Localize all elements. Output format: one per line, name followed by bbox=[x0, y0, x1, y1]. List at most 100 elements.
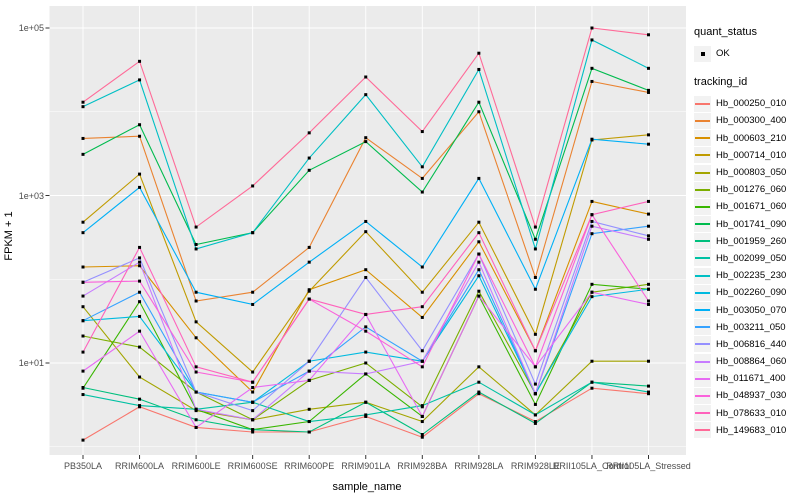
data-point bbox=[138, 397, 142, 401]
legend-entry-Hb_001741_090: Hb_001741_090 bbox=[694, 216, 800, 233]
data-point bbox=[420, 414, 424, 418]
data-point bbox=[307, 407, 311, 411]
data-point bbox=[194, 365, 198, 369]
data-point bbox=[647, 90, 650, 94]
data-point bbox=[81, 136, 85, 140]
data-point bbox=[533, 421, 537, 425]
data-point bbox=[194, 290, 198, 294]
data-point bbox=[647, 287, 650, 291]
data-point bbox=[138, 264, 142, 268]
series-color-key-icon bbox=[694, 319, 711, 336]
legend-entry-Hb_002099_050: Hb_002099_050 bbox=[694, 250, 800, 267]
data-point bbox=[251, 380, 255, 384]
data-point bbox=[81, 280, 85, 284]
series-color-key-icon bbox=[694, 250, 711, 267]
data-point bbox=[81, 231, 85, 235]
tracking-id-legend-title: tracking_id bbox=[694, 76, 748, 89]
series-color-key-icon bbox=[694, 164, 711, 181]
series-color-key-icon bbox=[694, 387, 711, 404]
legend-entry-label: Hb_000803_050 bbox=[716, 167, 787, 179]
data-point bbox=[307, 260, 311, 264]
data-point bbox=[364, 230, 368, 234]
series-color-key-icon bbox=[694, 95, 711, 112]
data-point bbox=[81, 105, 85, 109]
data-point bbox=[647, 237, 650, 241]
data-point bbox=[251, 409, 255, 413]
quant-status-legend-title: quant_status bbox=[694, 26, 757, 38]
data-point bbox=[590, 38, 594, 42]
data-point bbox=[647, 282, 650, 286]
legend-entry-label: Hb_002099_050 bbox=[716, 252, 787, 264]
data-point bbox=[533, 413, 537, 417]
data-point bbox=[194, 407, 198, 411]
data-point bbox=[420, 130, 424, 134]
data-point bbox=[590, 224, 594, 228]
legend-entry-label: Hb_006816_440 bbox=[716, 338, 787, 350]
series-line-icon bbox=[695, 309, 710, 312]
data-point bbox=[477, 220, 481, 224]
data-point bbox=[194, 336, 198, 340]
data-point bbox=[194, 370, 198, 374]
data-point bbox=[138, 256, 142, 260]
data-point bbox=[81, 220, 85, 224]
legend-entry-Hb_000714_010: Hb_000714_010 bbox=[694, 147, 800, 164]
x-tick-label: RRIM600SE bbox=[227, 461, 278, 471]
legend-entry-label: Hb_000603_210 bbox=[716, 132, 787, 144]
black-square-point-icon bbox=[700, 51, 705, 56]
legend-entry-Hb_008864_060: Hb_008864_060 bbox=[694, 353, 800, 370]
data-point bbox=[81, 152, 85, 156]
data-point bbox=[647, 66, 650, 70]
data-point bbox=[647, 142, 650, 146]
series-line-icon bbox=[695, 102, 710, 105]
data-point bbox=[533, 237, 537, 241]
data-point bbox=[590, 213, 594, 217]
data-point bbox=[420, 176, 424, 180]
data-point bbox=[420, 420, 424, 424]
data-point bbox=[364, 350, 368, 354]
data-point bbox=[194, 247, 198, 251]
x-tick-label: RRIM928BA bbox=[397, 461, 448, 471]
data-point bbox=[420, 305, 424, 309]
x-tick-label: RRII105LA_Stressed bbox=[606, 461, 691, 471]
x-tick-label: RRIM600PE bbox=[284, 461, 335, 471]
data-point bbox=[81, 385, 85, 389]
data-point bbox=[307, 289, 311, 293]
data-point bbox=[364, 325, 368, 329]
series-line-icon bbox=[695, 171, 710, 174]
series-line-icon bbox=[695, 223, 710, 226]
legend-entry-label: Hb_149683_010 bbox=[716, 424, 787, 436]
data-point bbox=[590, 282, 594, 286]
series-line-icon bbox=[695, 137, 710, 140]
data-point bbox=[477, 110, 481, 114]
data-point bbox=[307, 369, 311, 373]
data-point bbox=[364, 413, 368, 417]
legend-entry-label: Hb_001671_060 bbox=[716, 201, 787, 213]
legend-entry-label: Hb_000300_400 bbox=[716, 115, 787, 127]
data-point bbox=[194, 425, 198, 429]
data-point bbox=[138, 404, 142, 408]
series-color-key-icon bbox=[694, 112, 711, 129]
data-point bbox=[533, 392, 537, 396]
data-point bbox=[364, 400, 368, 404]
data-point bbox=[420, 359, 424, 363]
series-color-key-icon bbox=[694, 147, 711, 164]
data-point bbox=[138, 345, 142, 349]
legend-entry-Hb_002235_230: Hb_002235_230 bbox=[694, 267, 800, 284]
legend-entry-Hb_001276_060: Hb_001276_060 bbox=[694, 181, 800, 198]
data-point bbox=[420, 290, 424, 294]
data-point bbox=[251, 231, 255, 235]
data-point bbox=[81, 294, 85, 298]
data-point bbox=[533, 420, 537, 424]
legend-entry-label: Hb_001959_260 bbox=[716, 235, 787, 247]
legend-entry-label: Hb_011671_400 bbox=[716, 373, 786, 385]
data-point bbox=[420, 190, 424, 194]
legend-entry-Hb_000803_050: Hb_000803_050 bbox=[694, 164, 800, 181]
legend-entry-label: Hb_002235_230 bbox=[716, 270, 787, 282]
legend-entry-Hb_000250_010: Hb_000250_010 bbox=[694, 95, 800, 112]
data-point bbox=[647, 33, 650, 37]
series-color-key-icon bbox=[694, 302, 711, 319]
data-point bbox=[647, 234, 650, 238]
series-color-key-icon bbox=[694, 216, 711, 233]
legend-entry-label: Hb_008864_060 bbox=[716, 356, 787, 368]
legend-entry-Hb_006816_440: Hb_006816_440 bbox=[694, 336, 800, 353]
